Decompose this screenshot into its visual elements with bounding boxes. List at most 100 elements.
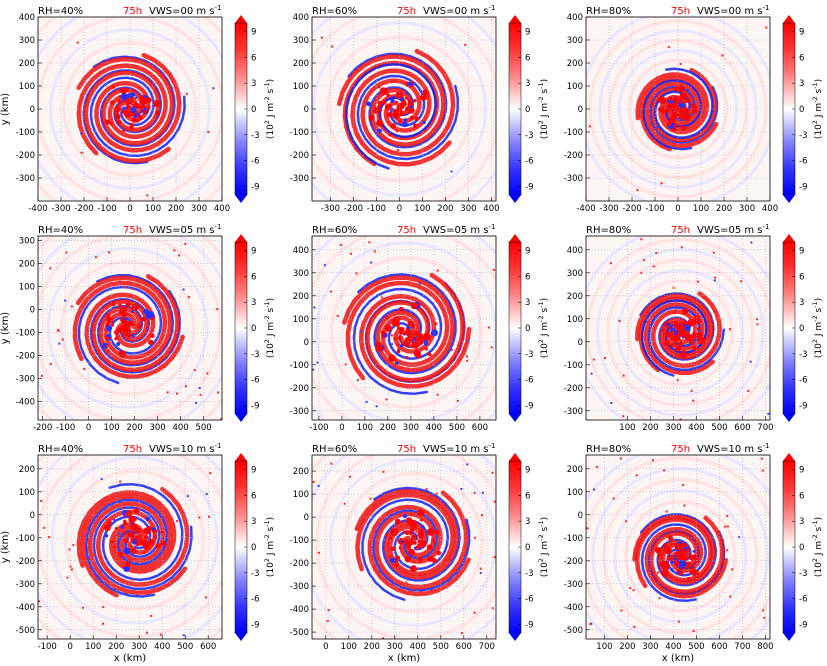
speckle bbox=[155, 529, 158, 532]
speckle bbox=[450, 170, 453, 173]
field-layer bbox=[586, 236, 770, 420]
core-cell bbox=[394, 518, 401, 525]
speckle bbox=[380, 296, 383, 299]
outer-ring bbox=[596, 248, 765, 417]
speckle bbox=[622, 415, 625, 418]
core-cell bbox=[665, 547, 672, 555]
speckle bbox=[93, 554, 96, 557]
x-tick-label: -200 bbox=[344, 204, 363, 214]
core-cell bbox=[111, 323, 114, 327]
speckle bbox=[726, 515, 729, 518]
core-cell bbox=[151, 527, 155, 531]
speckle bbox=[40, 374, 43, 377]
y-tick-label: 300 bbox=[19, 237, 35, 247]
y-tick-label: 300 bbox=[293, 36, 309, 46]
spiral-band bbox=[347, 52, 448, 149]
speckle bbox=[418, 385, 421, 388]
colorbar-tick-label: -9 bbox=[525, 620, 533, 630]
core-cell bbox=[390, 123, 397, 129]
speckle bbox=[473, 491, 476, 494]
core-cell bbox=[417, 539, 421, 543]
colorbar-tick-label: 0 bbox=[251, 324, 256, 334]
colorbar-tick-label: 3 bbox=[799, 517, 804, 527]
speckle bbox=[69, 565, 72, 568]
speckle bbox=[696, 280, 699, 283]
y-tick-label: 0 bbox=[578, 338, 583, 348]
speckle bbox=[38, 600, 41, 603]
speckle bbox=[66, 576, 69, 579]
core-cell bbox=[388, 354, 396, 362]
speckle bbox=[344, 363, 347, 366]
colorbar-tick-label: 6 bbox=[251, 491, 256, 501]
outer-ring bbox=[342, 471, 484, 613]
speckle bbox=[682, 534, 685, 537]
spiral-band bbox=[80, 494, 173, 598]
core-cell bbox=[390, 98, 395, 103]
x-tick-label: -100 bbox=[56, 423, 75, 433]
core-cell bbox=[688, 554, 695, 561]
vws-label: VWS=10 m s-1 bbox=[423, 442, 495, 455]
panel-d: -200 -100 0 100 200 300 400 500 300 200 100 0 -100 -2… bbox=[0, 223, 276, 433]
speckle bbox=[609, 262, 612, 265]
speckle bbox=[178, 254, 181, 257]
core-cell bbox=[409, 531, 413, 536]
time-label: 75h bbox=[671, 225, 690, 236]
core-cell bbox=[135, 119, 140, 123]
speckle bbox=[162, 537, 165, 540]
core-cell bbox=[672, 321, 679, 328]
speckle bbox=[714, 276, 717, 279]
speckle bbox=[185, 521, 188, 524]
speckle bbox=[728, 328, 731, 331]
core-cell bbox=[408, 548, 415, 556]
speckle bbox=[487, 326, 490, 329]
speckle bbox=[756, 323, 759, 326]
speckle bbox=[345, 100, 348, 103]
speckle bbox=[665, 510, 668, 513]
spiral-band bbox=[96, 273, 175, 367]
speckle bbox=[330, 462, 333, 465]
core-cell bbox=[389, 557, 396, 564]
y-axis-label: y (km) bbox=[0, 531, 11, 564]
core-cell bbox=[413, 123, 418, 128]
core-cell bbox=[697, 336, 706, 345]
speckle bbox=[749, 360, 752, 363]
core-cell bbox=[129, 124, 134, 129]
speckle bbox=[64, 299, 67, 302]
speckle bbox=[405, 572, 408, 575]
speckle bbox=[323, 264, 326, 267]
core-cell bbox=[120, 87, 128, 95]
x-tick-label: 400 bbox=[688, 423, 704, 433]
colorbar-label: (102 J m-2 s-1) bbox=[537, 79, 550, 139]
x-tick-label: 0 bbox=[339, 423, 344, 433]
core-cell bbox=[397, 336, 402, 340]
y-tick-label: -300 bbox=[290, 174, 309, 184]
speckle bbox=[466, 359, 469, 362]
colorbar-label: (102 J m-2 s-1) bbox=[811, 79, 824, 139]
y-tick-label: 400 bbox=[19, 13, 35, 23]
speckle bbox=[330, 290, 333, 293]
outer-ring bbox=[608, 39, 748, 179]
core-cell bbox=[417, 531, 425, 539]
spiral-band bbox=[367, 504, 471, 597]
core-cell bbox=[413, 546, 417, 549]
core-cell bbox=[405, 355, 409, 360]
colorbar-tick-label: 6 bbox=[799, 491, 804, 501]
speckle bbox=[176, 520, 179, 523]
speckle bbox=[610, 401, 613, 404]
colorbar-tick-label: -3 bbox=[251, 131, 259, 141]
rh-label: RH=40% bbox=[38, 6, 83, 17]
colorbar-tick-label: 6 bbox=[525, 53, 530, 63]
colorbar-extend-top bbox=[509, 453, 521, 461]
core-cell bbox=[400, 344, 404, 348]
speckle bbox=[651, 459, 654, 462]
y-tick-label: 100 bbox=[293, 490, 309, 500]
plot-frame bbox=[311, 454, 497, 640]
y-tick-label: 200 bbox=[293, 292, 309, 302]
speckle bbox=[400, 93, 403, 96]
core-cell bbox=[389, 555, 392, 558]
colorbar-tick-label: -3 bbox=[799, 131, 807, 141]
core-cell bbox=[687, 576, 691, 580]
time-label: 75h bbox=[123, 6, 142, 17]
core-cell bbox=[410, 565, 417, 572]
speckle bbox=[216, 308, 219, 311]
